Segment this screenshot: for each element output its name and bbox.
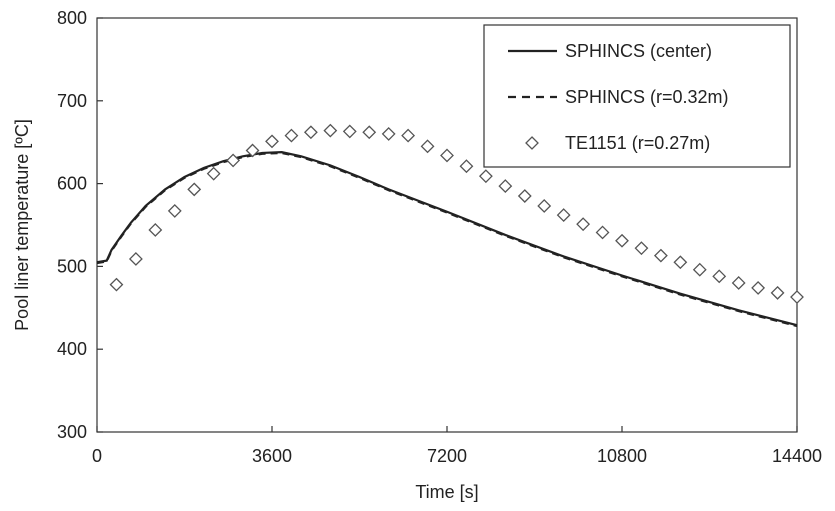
data-point-diamond	[517, 189, 532, 203]
x-axis-title: Time [s]	[415, 482, 478, 502]
data-point-diamond	[790, 290, 804, 304]
data-point-diamond	[128, 252, 143, 266]
data-point-diamond	[576, 217, 591, 232]
y-tick-label: 700	[57, 91, 87, 111]
y-tick-label: 800	[57, 8, 87, 28]
data-point-diamond	[206, 166, 221, 181]
data-point-diamond	[692, 262, 707, 277]
data-point-diamond	[595, 225, 610, 240]
data-point-diamond	[731, 276, 746, 290]
data-point-diamond	[187, 182, 202, 197]
data-point-diamond	[265, 134, 279, 149]
x-tick-label: 3600	[252, 446, 292, 466]
series-group	[96, 123, 804, 328]
legend-label: TE1151 (r=0.27m)	[565, 133, 710, 153]
data-point-diamond	[770, 285, 785, 300]
x-tick-label: 10800	[597, 446, 647, 466]
legend-marker-diamond	[525, 136, 539, 150]
legend-label: SPHINCS (r=0.32m)	[565, 87, 729, 107]
axes	[96, 17, 798, 433]
data-point-diamond	[478, 169, 493, 184]
y-tick-label: 600	[57, 174, 87, 194]
x-tick-label: 14400	[772, 446, 822, 466]
data-point-diamond	[440, 148, 454, 163]
series-te1151-markers	[109, 123, 804, 304]
y-tick-label: 300	[57, 422, 87, 442]
data-point-diamond	[712, 269, 727, 284]
series-sphincs-r032-line	[96, 151, 798, 328]
y-tick-label: 400	[57, 339, 87, 359]
data-point-diamond	[751, 281, 766, 295]
data-point-diamond	[556, 208, 571, 222]
data-point-diamond	[498, 179, 513, 194]
data-point-diamond	[226, 153, 241, 168]
data-point-diamond	[167, 204, 182, 218]
data-point-diamond	[245, 143, 260, 158]
data-point-diamond	[459, 159, 474, 174]
data-point-diamond	[362, 125, 377, 140]
data-point-diamond	[615, 233, 629, 248]
data-point-diamond	[653, 248, 668, 263]
data-point-diamond	[634, 241, 649, 256]
data-point-diamond	[323, 123, 338, 138]
data-point-diamond	[537, 199, 552, 213]
legend-label: SPHINCS (center)	[565, 41, 712, 61]
series-sphincs-center-line	[96, 151, 798, 327]
data-point-diamond	[381, 127, 396, 141]
data-point-diamond	[109, 277, 124, 292]
tick-labels: 300 400 500 600 700 800 0 3600 7200 10800 14400	[57, 8, 822, 466]
data-point-diamond	[673, 255, 688, 270]
data-point-diamond	[148, 223, 163, 237]
data-point-diamond	[342, 124, 357, 139]
legend: SPHINCS (center) SPHINCS (r=0.32m) TE1151 …	[483, 24, 791, 168]
x-tick-label: 7200	[427, 446, 467, 466]
y-tick-label: 500	[57, 256, 87, 276]
data-point-diamond	[401, 128, 416, 143]
data-point-diamond	[284, 128, 299, 143]
data-point-diamond	[303, 125, 318, 140]
x-tick-label: 0	[92, 446, 102, 466]
y-axis-title: Pool liner temperature [ºC]	[12, 119, 32, 331]
data-point-diamond	[420, 139, 435, 154]
